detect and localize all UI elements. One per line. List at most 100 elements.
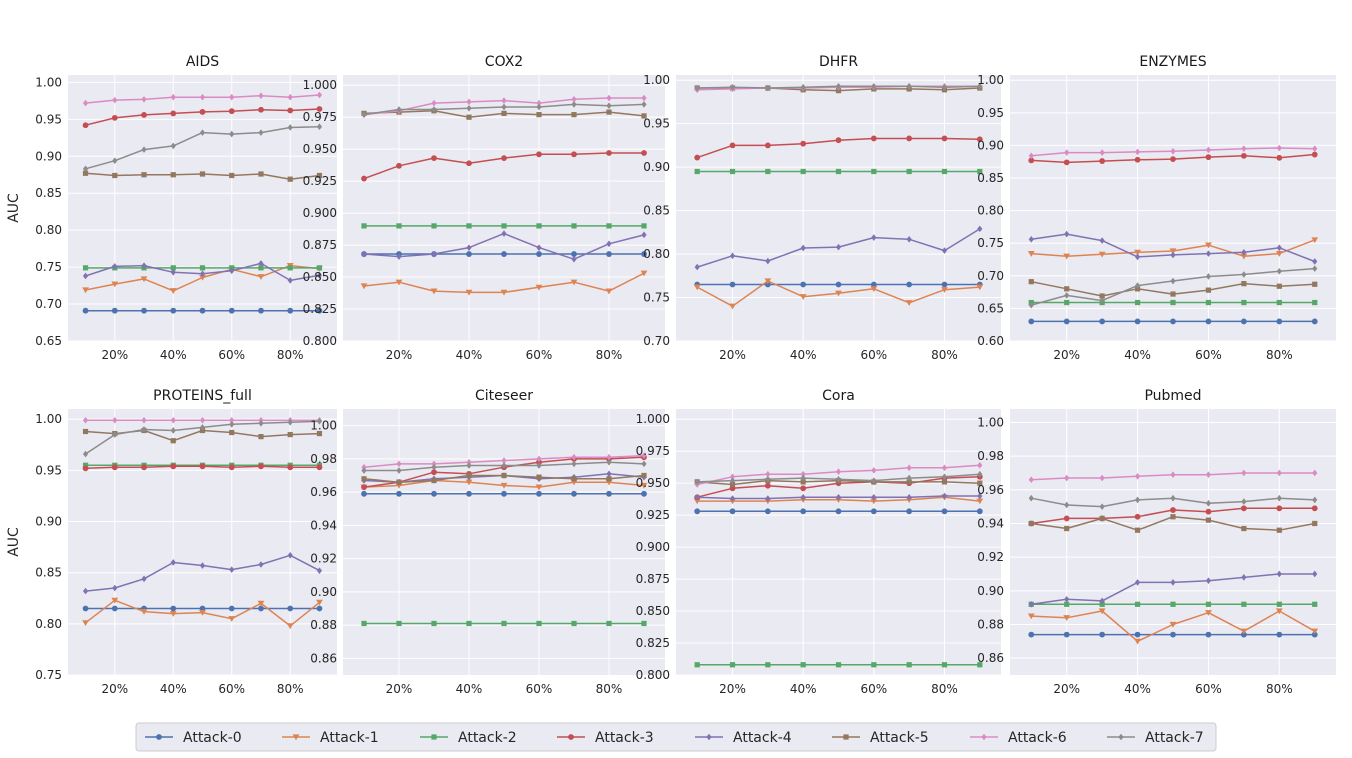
x-tick-label: 20% bbox=[719, 682, 746, 696]
data-point bbox=[871, 234, 877, 241]
data-point bbox=[361, 223, 367, 229]
data-point bbox=[536, 112, 542, 118]
data-point bbox=[1312, 520, 1318, 527]
data-point bbox=[111, 307, 118, 314]
data-point bbox=[1170, 147, 1176, 155]
data-point bbox=[1276, 570, 1282, 578]
data-point bbox=[316, 599, 323, 606]
data-point bbox=[396, 620, 402, 627]
y-tick-label: 0.875 bbox=[303, 238, 337, 252]
y-tick-label: 0.94 bbox=[977, 516, 1004, 530]
data-point bbox=[1276, 318, 1283, 325]
data-point bbox=[466, 114, 472, 120]
data-point bbox=[1205, 287, 1212, 293]
data-point bbox=[606, 620, 612, 627]
data-point bbox=[287, 124, 293, 131]
data-point bbox=[941, 83, 948, 91]
series-attack-7 bbox=[82, 417, 323, 458]
data-point bbox=[536, 223, 542, 229]
data-point bbox=[199, 109, 206, 115]
y-tick-label: 0.75 bbox=[35, 668, 62, 682]
data-point bbox=[1098, 608, 1106, 615]
data-point bbox=[835, 88, 842, 94]
data-point bbox=[316, 265, 323, 271]
data-point bbox=[170, 265, 176, 271]
data-point bbox=[141, 146, 147, 153]
data-point bbox=[1276, 469, 1282, 477]
data-point bbox=[729, 252, 736, 260]
data-point bbox=[571, 101, 577, 108]
data-point bbox=[641, 490, 647, 497]
data-point bbox=[1205, 517, 1212, 523]
data-point bbox=[258, 561, 264, 568]
data-point bbox=[287, 277, 293, 284]
data-point bbox=[1240, 152, 1247, 159]
data-point bbox=[1311, 631, 1318, 638]
x-tick-label: 80% bbox=[277, 682, 304, 696]
series-attack-2 bbox=[361, 223, 647, 229]
data-point bbox=[536, 474, 542, 480]
x-tick-label: 20% bbox=[101, 348, 128, 362]
data-point bbox=[361, 175, 367, 182]
plot-area bbox=[343, 75, 665, 341]
legend-item-attack-6: Attack-6 bbox=[970, 730, 1067, 746]
data-point bbox=[430, 288, 438, 295]
data-point bbox=[729, 281, 736, 288]
data-point bbox=[941, 464, 948, 472]
data-point bbox=[536, 490, 542, 497]
x-tick-label: 60% bbox=[1195, 682, 1222, 696]
series-attack-0 bbox=[694, 508, 983, 515]
data-point bbox=[536, 251, 542, 257]
data-point bbox=[170, 605, 177, 612]
data-point bbox=[1170, 471, 1176, 478]
data-point bbox=[112, 584, 118, 592]
data-point bbox=[641, 101, 647, 108]
data-point bbox=[1170, 514, 1176, 520]
plot-area bbox=[1010, 409, 1336, 675]
data-point bbox=[1276, 154, 1283, 161]
data-point bbox=[396, 162, 402, 169]
data-point bbox=[258, 307, 264, 314]
data-point bbox=[764, 142, 771, 149]
data-point bbox=[1134, 631, 1141, 638]
data-point bbox=[395, 279, 403, 286]
data-point bbox=[199, 307, 206, 314]
data-point bbox=[316, 307, 323, 314]
data-point bbox=[800, 83, 806, 91]
data-point bbox=[199, 463, 206, 470]
data-point bbox=[82, 287, 89, 294]
data-point bbox=[800, 479, 806, 485]
legend-label: Attack-3 bbox=[595, 730, 654, 746]
series-attack-3 bbox=[361, 150, 647, 182]
data-point bbox=[835, 137, 842, 144]
data-point bbox=[800, 474, 806, 482]
data-point bbox=[501, 472, 507, 479]
data-point bbox=[316, 123, 323, 131]
data-point bbox=[500, 482, 508, 489]
data-point bbox=[1134, 282, 1141, 289]
data-point bbox=[466, 244, 472, 251]
data-point bbox=[729, 473, 736, 481]
data-point bbox=[82, 605, 89, 612]
data-point bbox=[1311, 505, 1318, 512]
data-point bbox=[1275, 608, 1283, 615]
data-point bbox=[906, 83, 912, 90]
data-point bbox=[870, 281, 877, 288]
data-point bbox=[606, 453, 612, 461]
series-attack-7 bbox=[1028, 265, 1318, 309]
data-point bbox=[1063, 159, 1070, 166]
data-point bbox=[835, 468, 842, 475]
data-point bbox=[141, 262, 147, 269]
data-point bbox=[906, 662, 912, 668]
data-point bbox=[977, 83, 983, 90]
data-point bbox=[82, 428, 89, 435]
subplot-title: COX2 bbox=[485, 54, 523, 70]
series-attack-1 bbox=[82, 597, 323, 630]
data-point bbox=[571, 112, 577, 118]
data-point bbox=[1169, 248, 1177, 255]
data-point bbox=[571, 453, 577, 461]
series-attack-7 bbox=[694, 83, 983, 92]
x-tick-label: 20% bbox=[101, 682, 128, 696]
data-point bbox=[1099, 503, 1105, 510]
